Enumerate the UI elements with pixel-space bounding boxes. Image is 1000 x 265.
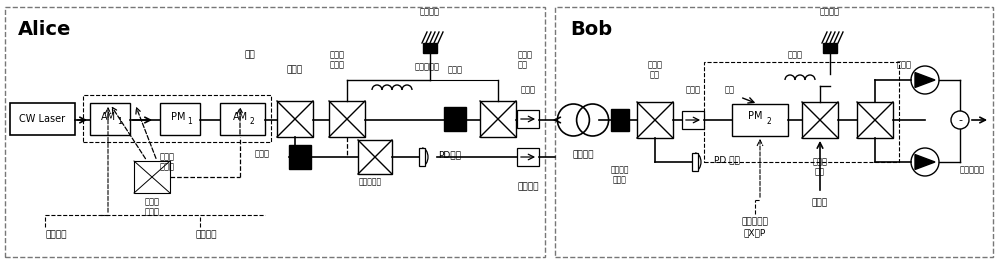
Text: 分束器: 分束器: [897, 60, 912, 69]
Bar: [358, 140, 392, 174]
Text: 光纤信道: 光纤信道: [572, 151, 594, 160]
Bar: [419, 148, 425, 166]
Text: 2: 2: [250, 117, 254, 126]
Text: 偏置点: 偏置点: [144, 197, 160, 206]
Text: AM: AM: [100, 112, 116, 122]
Text: 信号: 信号: [245, 51, 255, 60]
Text: 脉冲调制: 脉冲调制: [45, 231, 66, 240]
Text: 衰减器: 衰减器: [255, 149, 270, 158]
Text: Bob: Bob: [570, 20, 612, 39]
Text: 束器: 束器: [815, 167, 825, 176]
Bar: [682, 111, 704, 129]
Bar: [10, 103, 75, 135]
Bar: [90, 103, 130, 135]
Bar: [732, 104, 788, 136]
Text: 延时器: 延时器: [788, 51, 802, 60]
Text: 可调延迟线: 可调延迟线: [415, 63, 440, 72]
Bar: [480, 101, 516, 137]
Polygon shape: [915, 154, 935, 170]
Text: 分束器: 分束器: [287, 65, 303, 74]
Bar: [329, 101, 365, 137]
Bar: [611, 109, 629, 131]
Text: PM: PM: [171, 112, 185, 122]
Bar: [637, 102, 673, 138]
Text: 本振信号: 本振信号: [517, 183, 539, 192]
Text: 延时器: 延时器: [330, 51, 344, 60]
Text: 隔离器: 隔离器: [520, 86, 536, 95]
Text: 随机选择测: 随机选择测: [742, 218, 768, 227]
Text: -: -: [958, 115, 962, 125]
Circle shape: [951, 111, 969, 129]
Bar: [134, 161, 170, 193]
Text: 量X或P: 量X或P: [744, 228, 766, 237]
Bar: [277, 101, 313, 137]
Bar: [444, 107, 466, 131]
Text: 本振: 本振: [725, 86, 735, 95]
Text: 动态偏振: 动态偏振: [611, 166, 629, 174]
Text: 控制器: 控制器: [613, 175, 627, 184]
Text: 控制器: 控制器: [144, 207, 160, 217]
Bar: [517, 148, 539, 166]
Text: 1: 1: [118, 117, 122, 126]
Bar: [423, 43, 437, 53]
Text: 零差检测器: 零差检测器: [960, 166, 985, 174]
Text: 高斯调制: 高斯调制: [195, 231, 216, 240]
Text: 偏振分: 偏振分: [812, 157, 828, 166]
Bar: [220, 103, 265, 135]
Text: 束器: 束器: [650, 70, 660, 80]
Text: 偏振分束器: 偏振分束器: [358, 178, 382, 187]
Bar: [857, 102, 893, 138]
Bar: [823, 43, 837, 53]
Text: 1: 1: [188, 117, 192, 126]
Bar: [289, 145, 311, 169]
Text: 隔离器: 隔离器: [686, 86, 700, 95]
Text: 衰减器: 衰减器: [448, 65, 462, 74]
Polygon shape: [915, 73, 935, 87]
Text: 控制器: 控制器: [160, 162, 175, 171]
Text: Alice: Alice: [18, 20, 71, 39]
Bar: [692, 153, 698, 171]
Text: 偏振分: 偏振分: [518, 51, 533, 60]
Text: CW Laser: CW Laser: [19, 114, 65, 124]
Bar: [160, 103, 200, 135]
Text: 2: 2: [767, 117, 771, 126]
Text: PM: PM: [748, 111, 762, 121]
Text: 偏置点: 偏置点: [160, 152, 175, 161]
Circle shape: [911, 66, 939, 94]
Text: 法拉第镜: 法拉第镜: [420, 7, 440, 16]
Bar: [517, 110, 539, 128]
Text: 分束器: 分束器: [330, 60, 344, 69]
Text: 信号光: 信号光: [812, 198, 828, 207]
Text: PD 检测: PD 检测: [714, 156, 740, 165]
Circle shape: [911, 148, 939, 176]
Text: AM: AM: [232, 112, 248, 122]
Text: 法拉第镜: 法拉第镜: [820, 7, 840, 16]
Bar: [802, 102, 838, 138]
Text: PD检测: PD检测: [438, 151, 461, 160]
Text: 束器: 束器: [518, 60, 528, 69]
Text: 偏振分: 偏振分: [648, 60, 662, 69]
